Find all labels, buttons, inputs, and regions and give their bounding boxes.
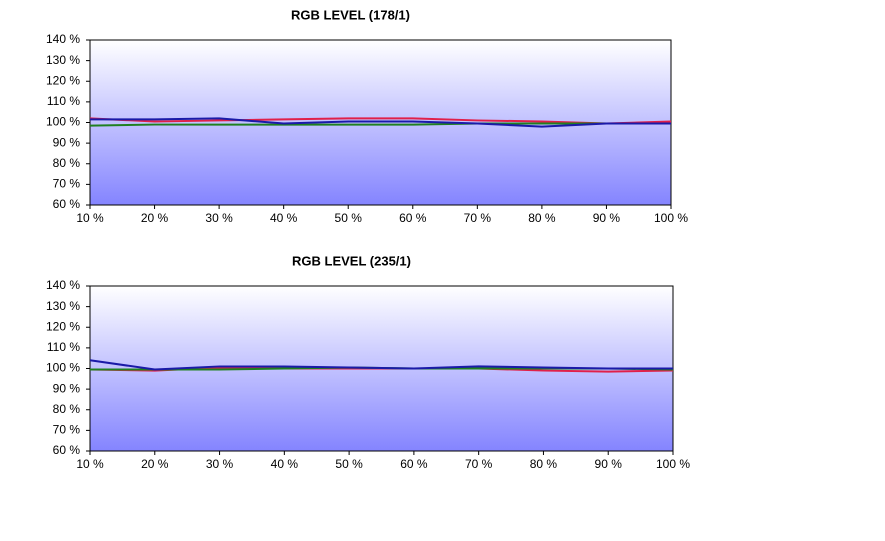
x-tick-label: 30 % — [206, 457, 234, 471]
x-tick-label: 40 % — [270, 211, 298, 225]
x-tick-label: 100 % — [656, 457, 690, 471]
x-tick-label: 90 % — [595, 457, 623, 471]
x-tick-label: 30 % — [205, 211, 233, 225]
x-tick-label: 80 % — [528, 211, 556, 225]
x-tick-label: 70 % — [465, 457, 493, 471]
chart-title: RGB LEVEL (178/1) — [291, 7, 410, 22]
y-tick-label: 110 % — [47, 340, 80, 354]
y-tick-label: 120 % — [46, 73, 80, 87]
series-line — [90, 117, 671, 128]
y-tick-label: 90 % — [53, 381, 81, 395]
y-tick-label: 110 % — [47, 94, 80, 108]
x-tick-label: 20 % — [141, 211, 169, 225]
y-tick-label: 80 % — [53, 156, 81, 170]
y-tick-label: 70 % — [53, 177, 81, 191]
x-tick-label: 40 % — [271, 457, 299, 471]
x-tick-label: 10 % — [76, 211, 104, 225]
x-tick-label: 20 % — [141, 457, 169, 471]
y-tick-label: 120 % — [46, 319, 80, 333]
x-tick-label: 70 % — [464, 211, 492, 225]
y-tick-label: 70 % — [53, 423, 81, 437]
x-tick-label: 90 % — [593, 211, 621, 225]
x-tick-label: 10 % — [76, 457, 104, 471]
x-tick-label: 80 % — [530, 457, 558, 471]
y-tick-label: 140 % — [46, 32, 80, 46]
y-tick-label: 100 % — [46, 361, 80, 375]
y-tick-label: 90 % — [53, 135, 81, 149]
chart-title: RGB LEVEL (235/1) — [292, 253, 411, 268]
series-line — [89, 122, 671, 127]
x-tick-label: 100 % — [654, 211, 688, 225]
x-tick-label: 60 % — [400, 457, 428, 471]
y-tick-label: 140 % — [46, 278, 80, 292]
y-tick-label: 130 % — [46, 53, 80, 67]
y-tick-label: 100 % — [46, 115, 80, 129]
x-tick-label: 50 % — [335, 211, 363, 225]
series-line — [89, 359, 673, 371]
y-tick-label: 80 % — [53, 402, 81, 416]
y-tick-label: 130 % — [46, 299, 80, 313]
y-tick-label: 60 % — [53, 197, 81, 211]
x-tick-label: 60 % — [399, 211, 427, 225]
series-line — [89, 117, 672, 125]
x-tick-label: 50 % — [335, 457, 363, 471]
y-tick-label: 60 % — [53, 443, 81, 457]
